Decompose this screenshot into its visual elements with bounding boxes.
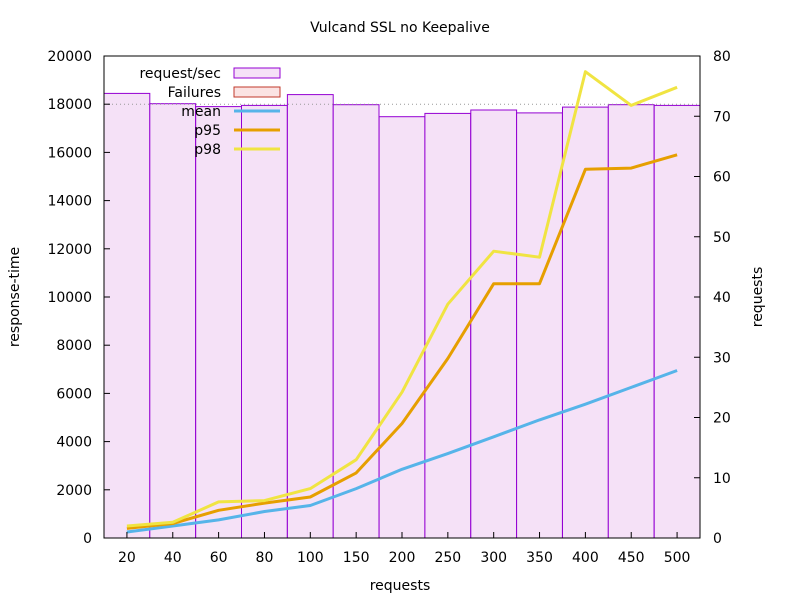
legend-label: Failures — [168, 85, 221, 101]
y-tick-label: 16000 — [47, 145, 92, 161]
x-tick-label: 20 — [118, 550, 136, 566]
y-tick-label: 18000 — [47, 97, 92, 113]
y2-tick-label: 0 — [713, 531, 722, 547]
request-sec-bar — [241, 104, 288, 539]
y-tick-label: 8000 — [56, 338, 92, 354]
y2-tick-label: 40 — [713, 290, 731, 306]
x-tick-label: 40 — [164, 550, 182, 566]
lines-layer — [126, 70, 678, 534]
x-tick-label: 80 — [256, 550, 274, 566]
y2-tick-label: 60 — [713, 170, 731, 186]
x-tick-label: 60 — [210, 550, 228, 566]
y2-tick-label: 80 — [713, 49, 731, 65]
x-tick-label: 300 — [480, 550, 507, 566]
y-tick-label: 6000 — [56, 386, 92, 402]
y-tick-label: 4000 — [56, 435, 92, 451]
request-sec-bar — [332, 104, 380, 539]
x-axis-label: requests — [370, 578, 431, 594]
y-tick-label: 10000 — [47, 290, 92, 306]
mean-line — [126, 369, 678, 534]
request-sec-bar — [149, 103, 197, 539]
y-tick-label: 14000 — [47, 194, 92, 210]
p95-line — [126, 153, 678, 530]
x-tick-label: 150 — [343, 550, 370, 566]
y2-tick-label: 20 — [713, 411, 731, 427]
legend-swatch — [233, 67, 281, 79]
y-tick-label: 20000 — [47, 49, 92, 65]
chart-title: Vulcand SSL no Keepalive — [310, 20, 490, 36]
x-tick-label: 100 — [297, 550, 324, 566]
y-axis-label: response-time — [7, 247, 23, 347]
y2-tick-label: 50 — [713, 230, 731, 246]
legend: request/sec Failures mean p95 p98 — [139, 66, 281, 158]
bars-layer — [103, 92, 701, 539]
legend-label: p95 — [194, 123, 221, 139]
x-tick-label: 250 — [434, 550, 461, 566]
y2-tick-label: 10 — [713, 471, 731, 487]
legend-label: mean — [181, 104, 221, 120]
request-sec-bar — [516, 112, 563, 539]
y2-tick-label: 70 — [713, 109, 731, 125]
y-axis: 0 2000 4000 6000 8000 10000 12000 14000 16000 180… — [47, 49, 110, 547]
y2-tick-label: 30 — [713, 350, 731, 366]
p98-line — [126, 70, 678, 528]
request-sec-bar — [653, 104, 701, 539]
request-sec-bar — [286, 94, 334, 539]
y-tick-label: 12000 — [47, 242, 92, 258]
x-tick-label: 500 — [664, 550, 691, 566]
request-sec-bar — [470, 109, 518, 539]
y2-axis-label: requests — [750, 267, 766, 328]
request-sec-bar — [607, 104, 655, 539]
x-axis: 20 40 60 80 100 150 200 250 300 350 400 450 500 — [118, 532, 690, 566]
legend-label: p98 — [194, 142, 221, 158]
x-tick-label: 450 — [618, 550, 645, 566]
x-tick-label: 400 — [572, 550, 599, 566]
x-tick-label: 200 — [389, 550, 416, 566]
legend-swatch — [233, 86, 281, 98]
y2-axis: 0 10 20 30 40 50 60 70 80 — [694, 49, 731, 547]
y-tick-label: 0 — [83, 531, 92, 547]
request-sec-bar — [103, 92, 151, 539]
request-sec-bar — [195, 106, 242, 539]
x-tick-label: 350 — [526, 550, 553, 566]
plot-layer — [103, 55, 701, 539]
request-sec-bar — [424, 112, 472, 539]
legend-label: request/sec — [139, 66, 221, 82]
y-tick-label: 2000 — [56, 483, 92, 499]
